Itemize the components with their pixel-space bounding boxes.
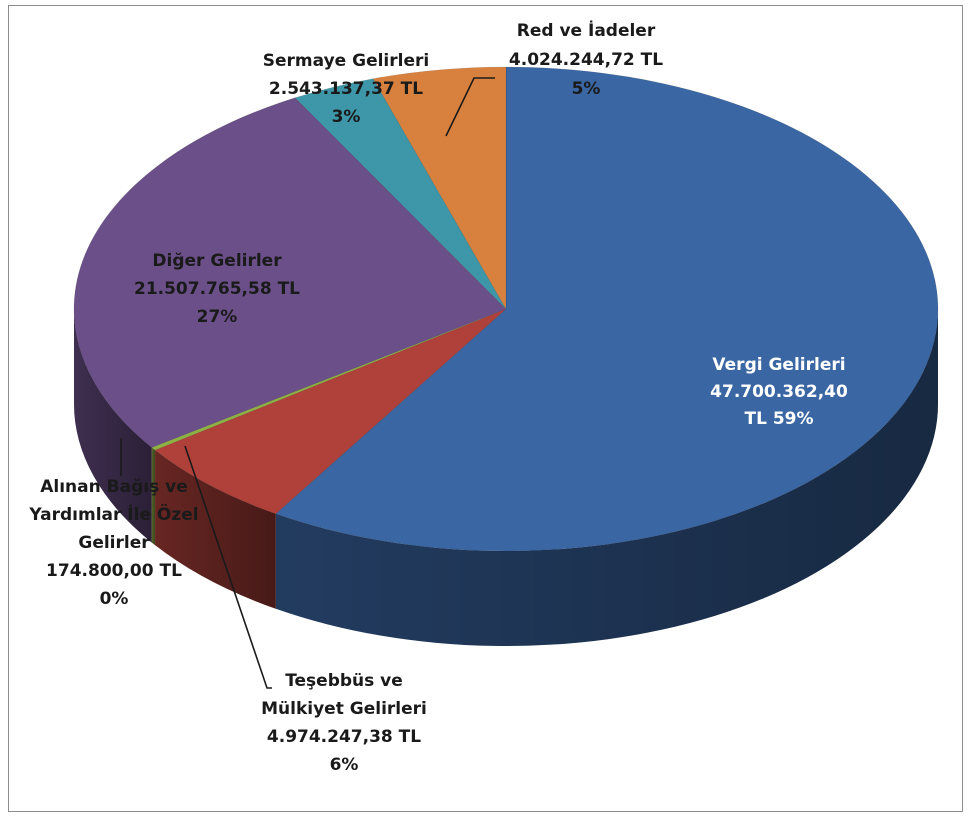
label-vergi-name: Vergi Gelirleri <box>712 355 845 375</box>
label-diger-name: Diğer Gelirler <box>152 251 282 271</box>
side-wall-shade-alinan-bagis-ve-yardimlar-ile-ozel-gelirler <box>151 447 156 546</box>
slice-sermaye-gelirleri <box>294 78 507 310</box>
leader-line-sermaye <box>445 77 495 137</box>
label-tesebbus-name-line-1: Teşebbüs ve <box>285 671 403 691</box>
slice-alinan-bagis-ve-yardimlar-ile-ozel-gelirler <box>151 308 507 451</box>
slice-diger-gelirler <box>73 97 507 448</box>
label-alinan-name-line-1: Alınan Bağış ve <box>40 477 187 497</box>
label-alinan-name-line-2: Yardımlar İle Özel <box>28 503 198 525</box>
label-red-name: Red ve İadeler <box>517 19 656 41</box>
label-tesebbus-pct: 6% <box>330 755 359 775</box>
label-sermaye-name: Sermaye Gelirleri <box>263 51 429 71</box>
label-red-pct: 5% <box>572 79 601 99</box>
pie-chart: Vergi Gelirleri 47.700.362,40 TL 59% Diğ… <box>28 19 939 775</box>
label-vergi-gelirleri: Vergi Gelirleri 47.700.362,40 TL 59% <box>710 355 848 429</box>
label-sermaye-pct: 3% <box>332 107 361 127</box>
slice-tesebbus-ve-mulkiyet-gelirleri <box>154 308 507 515</box>
pie-side-walls <box>74 309 938 646</box>
slice-vergi-gelirleri <box>275 66 939 552</box>
label-red-value: 4.024.244,72 TL <box>509 50 663 70</box>
side-wall-shade-diger-gelirler <box>74 309 152 543</box>
label-diger-pct: 27% <box>197 307 238 327</box>
label-tesebbus: Teşebbüs ve Mülkiyet Gelirleri 4.974.247… <box>261 671 427 775</box>
pie-slices <box>73 66 939 552</box>
leader-line-tesebbus <box>184 445 272 689</box>
slice-red-ve-iadeler <box>372 66 507 311</box>
label-alinan-value: 174.800,00 TL <box>46 561 182 581</box>
label-alinan-name-line-3: Gelirler <box>78 533 150 553</box>
label-tesebbus-name-line-2: Mülkiyet Gelirleri <box>261 699 427 719</box>
side-wall-shade-vergi-gelirleri <box>275 309 938 646</box>
label-alinan-pct: 0% <box>100 589 129 609</box>
label-diger-gelirler: Diğer Gelirler 21.507.765,58 TL 27% <box>134 251 300 327</box>
label-diger-value: 21.507.765,58 TL <box>134 279 300 299</box>
label-sermaye-value: 2.543.137,37 TL <box>269 79 423 99</box>
chart-frame: Vergi Gelirleri 47.700.362,40 TL 59% Diğ… <box>8 5 963 812</box>
label-vergi-pct: TL 59% <box>744 409 813 429</box>
label-alinan-bagis: Alınan Bağış ve Yardımlar İle Özel Gelir… <box>28 477 198 609</box>
label-red-ve-iadeler: Red ve İadeler 4.024.244,72 TL 5% <box>509 19 663 99</box>
label-vergi-value: 47.700.362,40 <box>710 382 848 402</box>
side-wall-shade-tesebbus-ve-mulkiyet-gelirleri <box>155 450 276 609</box>
label-tesebbus-value: 4.974.247,38 TL <box>267 727 421 747</box>
label-sermaye-gelirleri: Sermaye Gelirleri 2.543.137,37 TL 3% <box>263 51 429 127</box>
leader-lines <box>120 77 495 689</box>
